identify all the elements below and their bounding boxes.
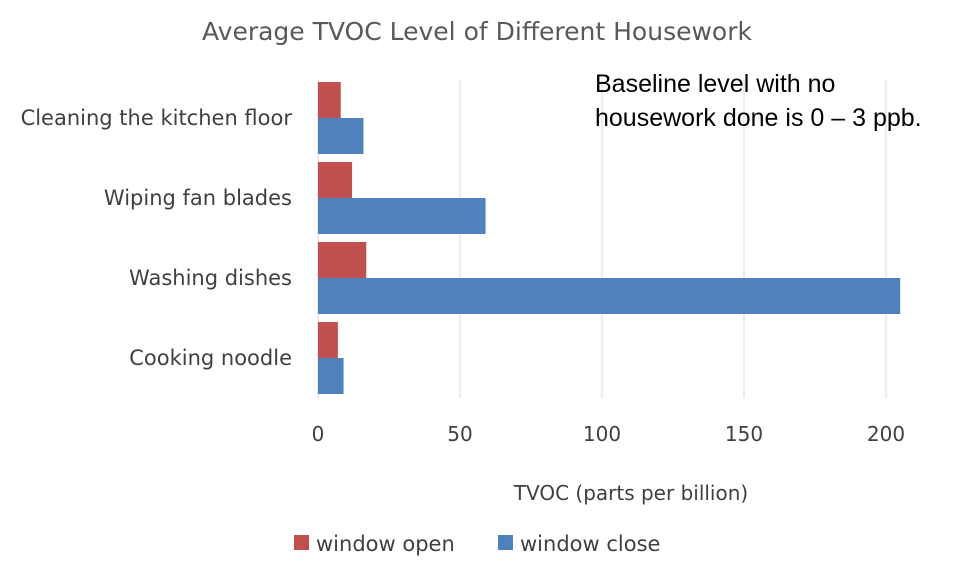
- x-tick-label-0: 0: [312, 422, 325, 446]
- bar-window-close-washing-dishes: [318, 278, 901, 314]
- x-axis-title: TVOC (parts per billion): [513, 481, 748, 505]
- x-tick-label-100: 100: [583, 422, 621, 446]
- bar-window-open-cooking-noodle: [318, 322, 338, 358]
- bar-window-open-washing-dishes: [318, 242, 367, 278]
- legend-swatch-window-close: [498, 535, 513, 550]
- legend-label-window-open: window open: [316, 532, 455, 556]
- category-labels: Cleaning the kitchen floor Wiping fan bla…: [21, 106, 293, 370]
- annotation-line-2: housework done is 0 – 3 ppb.: [595, 104, 922, 132]
- bar-window-close-cooking-noodle: [318, 358, 344, 394]
- bar-window-close-wiping-fan-blades: [318, 198, 486, 234]
- chart-title: Average TVOC Level of Different Housewor…: [202, 17, 752, 46]
- x-tick-label-150: 150: [725, 422, 763, 446]
- category-label-cooking-noodle: Cooking noodle: [129, 346, 292, 370]
- tick-labels: 0 50 100 150 200: [312, 422, 905, 446]
- bar-window-open-cleaning-the-kitchen-floor: [318, 82, 341, 118]
- category-label-wiping-fan-blades: Wiping fan blades: [104, 186, 292, 210]
- category-label-cleaning-the-kitchen-floor: Cleaning the kitchen floor: [21, 106, 293, 130]
- annotation-line-1: Baseline level with no: [595, 70, 835, 98]
- legend-swatch-window-open: [294, 535, 309, 550]
- bars: [318, 82, 901, 394]
- bar-window-close-cleaning-the-kitchen-floor: [318, 118, 364, 154]
- x-tick-label-200: 200: [867, 422, 905, 446]
- legend-label-window-close: window close: [520, 532, 660, 556]
- legend: window open window close: [294, 532, 660, 556]
- x-tick-label-50: 50: [447, 422, 472, 446]
- category-label-washing-dishes: Washing dishes: [129, 266, 292, 290]
- bar-window-open-wiping-fan-blades: [318, 162, 353, 198]
